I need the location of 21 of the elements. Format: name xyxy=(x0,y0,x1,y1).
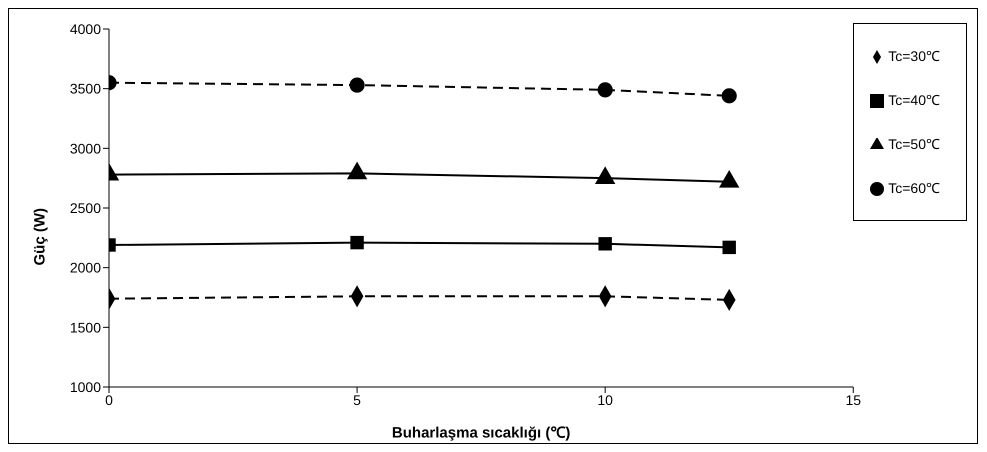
x-tick-label: 15 xyxy=(845,392,862,408)
legend-label: Tc=60℃ xyxy=(888,180,940,196)
point xyxy=(598,82,613,98)
y-tick-label: 1500 xyxy=(70,319,102,336)
y-axis-title: Güç (W) xyxy=(31,208,48,266)
x-tick-label: 10 xyxy=(597,392,614,408)
y-tick-label: 2000 xyxy=(70,260,102,276)
legend-label: Tc=40℃ xyxy=(888,92,940,108)
point xyxy=(722,88,737,104)
legend-label: Tc=50℃ xyxy=(888,136,940,152)
point xyxy=(722,240,736,254)
x-axis-title: Buharlaşma sıcaklığı (℃) xyxy=(392,424,570,442)
legend-label: Tc=30℃ xyxy=(888,48,940,64)
x-tick-label: 5 xyxy=(353,392,362,408)
point xyxy=(598,237,612,251)
y-tick-label: 2500 xyxy=(70,200,102,216)
x-tick-label: 0 xyxy=(105,392,114,408)
y-tick-label: 1000 xyxy=(70,378,102,395)
y-tick-label: 3000 xyxy=(70,140,102,156)
y-tick-label: 4000 xyxy=(70,20,102,37)
y-tick-label: 3500 xyxy=(70,80,102,97)
